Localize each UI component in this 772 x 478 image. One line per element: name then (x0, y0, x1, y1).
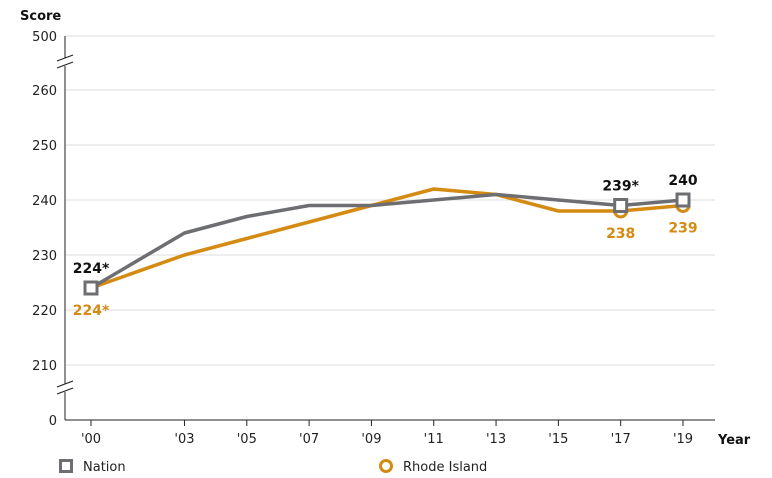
x-tick-label-4: '09 (361, 432, 381, 447)
x-tick-label-3: '07 (299, 432, 319, 447)
series-line-nation (90, 192, 684, 290)
x-tick-label-5: '11 (424, 432, 444, 447)
y-tick-label-500: 500 (32, 30, 57, 45)
y-tick-label-210: 210 (32, 359, 57, 374)
series-line-rhode-island (90, 187, 684, 290)
data-label-nation-2000: 224* (73, 261, 110, 277)
x-tick-label-1: '03 (174, 432, 194, 447)
y-tick-label-230: 230 (32, 249, 57, 264)
axis-break-mark-2-1 (56, 380, 74, 388)
marker-nation-2017 (613, 198, 629, 213)
y-tick-label-250: 250 (32, 139, 57, 154)
x-axis-title: Year (717, 433, 751, 448)
x-tick-label-8: '17 (611, 432, 631, 447)
legend-marker-nation (59, 459, 73, 473)
marker-nation-2019 (675, 192, 691, 208)
x-tick-label-7: '15 (548, 432, 568, 447)
axis-break-mark-1-2 (56, 61, 74, 69)
axis-break-mark-2-2 (56, 387, 74, 395)
data-label-rhode-island-2019: 239 (668, 221, 697, 237)
data-label-nation-2019: 240 (668, 173, 697, 189)
y-tick-label-240: 240 (32, 194, 57, 209)
legend-label-rhode-island: Rhode Island (403, 460, 487, 475)
y-tick-label-0: 0 (49, 414, 57, 429)
legend-label-nation: Nation (83, 460, 126, 475)
y-tick-label-260: 260 (32, 84, 57, 99)
data-label-nation-2017: 239* (602, 179, 639, 195)
x-tick-label-6: '13 (486, 432, 506, 447)
x-tick-label-2: '05 (237, 432, 257, 447)
x-tick-label-0: '00 (81, 432, 101, 447)
marker-nation-2000 (83, 280, 99, 296)
axis-break-mark-1-1 (56, 54, 74, 62)
data-label-rhode-island-2000: 224* (73, 303, 110, 319)
y-axis-title: Score (20, 9, 61, 24)
x-tick-label-9: '19 (673, 432, 693, 447)
y-tick-label-220: 220 (32, 304, 57, 319)
legend-marker-rhode-island (379, 459, 393, 473)
data-label-rhode-island-2017: 238 (606, 226, 635, 242)
